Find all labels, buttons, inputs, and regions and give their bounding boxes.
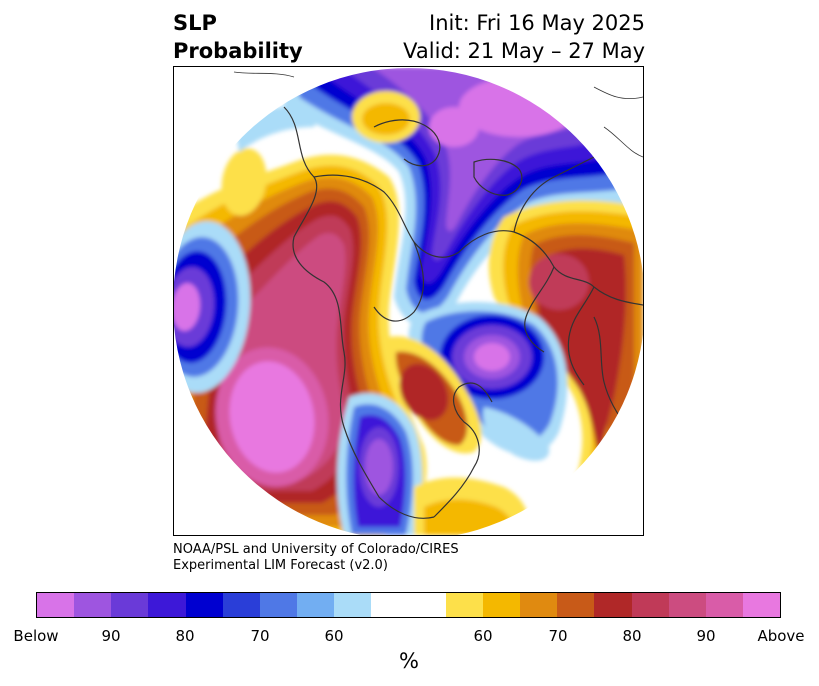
init-date: Init: Fri 16 May 2025	[429, 11, 645, 35]
colorbar	[36, 592, 781, 618]
above-patch-greenland	[362, 103, 410, 135]
coastline	[473, 158, 523, 196]
colorbar-segment-2	[111, 593, 149, 617]
below-core-atlantic	[474, 343, 510, 371]
colorbar-tick-label: 90	[101, 627, 121, 645]
colorbar-segment-1	[74, 593, 112, 617]
colorbar-segment-18	[705, 593, 743, 617]
below-strip-east	[483, 407, 550, 461]
colorbar-tick-label: 70	[250, 627, 270, 645]
colorbar-segment-11	[445, 593, 483, 617]
coastline	[433, 382, 493, 518]
colorbar-segment-7	[297, 593, 335, 617]
above-patch-bering	[221, 148, 267, 216]
colorbar-segment-15	[594, 593, 632, 617]
colorbar-tick-label: 70	[548, 627, 568, 645]
above-core-northeast	[399, 363, 449, 421]
credit-text: NOAA/PSL and University of Colorado/CIRE…	[173, 542, 459, 574]
colorbar-segment-5	[222, 593, 260, 617]
colorbar-segment-8	[334, 593, 372, 617]
colorbar-segment-3	[148, 593, 186, 617]
below-core-west	[174, 283, 201, 331]
coastline	[567, 286, 595, 386]
credit-line-1: NOAA/PSL and University of Colorado/CIRE…	[173, 542, 459, 557]
title-variable: SLP	[173, 11, 217, 35]
coastline	[524, 266, 555, 353]
colorbar-segment-10	[408, 593, 446, 617]
colorbar-tick-label: 80	[175, 627, 195, 645]
colorbar-tick-label: 80	[622, 627, 642, 645]
coastline	[373, 119, 441, 167]
coastline	[603, 126, 643, 158]
colorbar-segment-17	[668, 593, 706, 617]
coastline	[458, 230, 643, 306]
credit-line-2: Experimental LIM Forecast (v2.0)	[173, 558, 388, 573]
colorbar-tick-label: 90	[696, 627, 716, 645]
probability-map	[174, 68, 643, 535]
above-core-pacific	[229, 361, 315, 473]
coastline	[283, 106, 435, 519]
valid-period: Valid: 21 May – 27 May	[403, 39, 645, 63]
chart-title-left: SLP Probability	[173, 9, 303, 65]
colorbar-unit: %	[399, 649, 419, 673]
colorbar-segment-16	[631, 593, 669, 617]
colorbar-segment-19	[742, 593, 781, 617]
coastline	[233, 71, 295, 78]
below-core-arctic	[429, 107, 479, 147]
colorbar-segment-0	[37, 593, 75, 617]
map-panel	[173, 66, 644, 536]
colorbar-segment-13	[520, 593, 558, 617]
chart-title-right: Init: Fri 16 May 2025 Valid: 21 May – 27…	[403, 9, 645, 65]
above-core-europe	[529, 254, 589, 310]
coastline	[593, 86, 643, 100]
colorbar-segment-6	[259, 593, 298, 617]
outside-disc-coastlines	[233, 71, 643, 158]
coastline	[313, 174, 460, 258]
colorbar-segment-14	[557, 593, 595, 617]
colorbar-segment-9	[371, 593, 409, 617]
colorbar-tick-label: Above	[757, 627, 805, 645]
colorbar-segment-12	[482, 593, 521, 617]
coastline	[373, 241, 425, 322]
colorbar-tick-label: Below	[13, 627, 59, 645]
title-measure: Probability	[173, 39, 303, 63]
colorbar-tick-label: 60	[324, 627, 344, 645]
colorbar-segment-4	[185, 593, 223, 617]
colorbar-tick-label: 60	[473, 627, 493, 645]
below-core-central-us	[365, 439, 393, 495]
probability-field	[174, 68, 643, 535]
